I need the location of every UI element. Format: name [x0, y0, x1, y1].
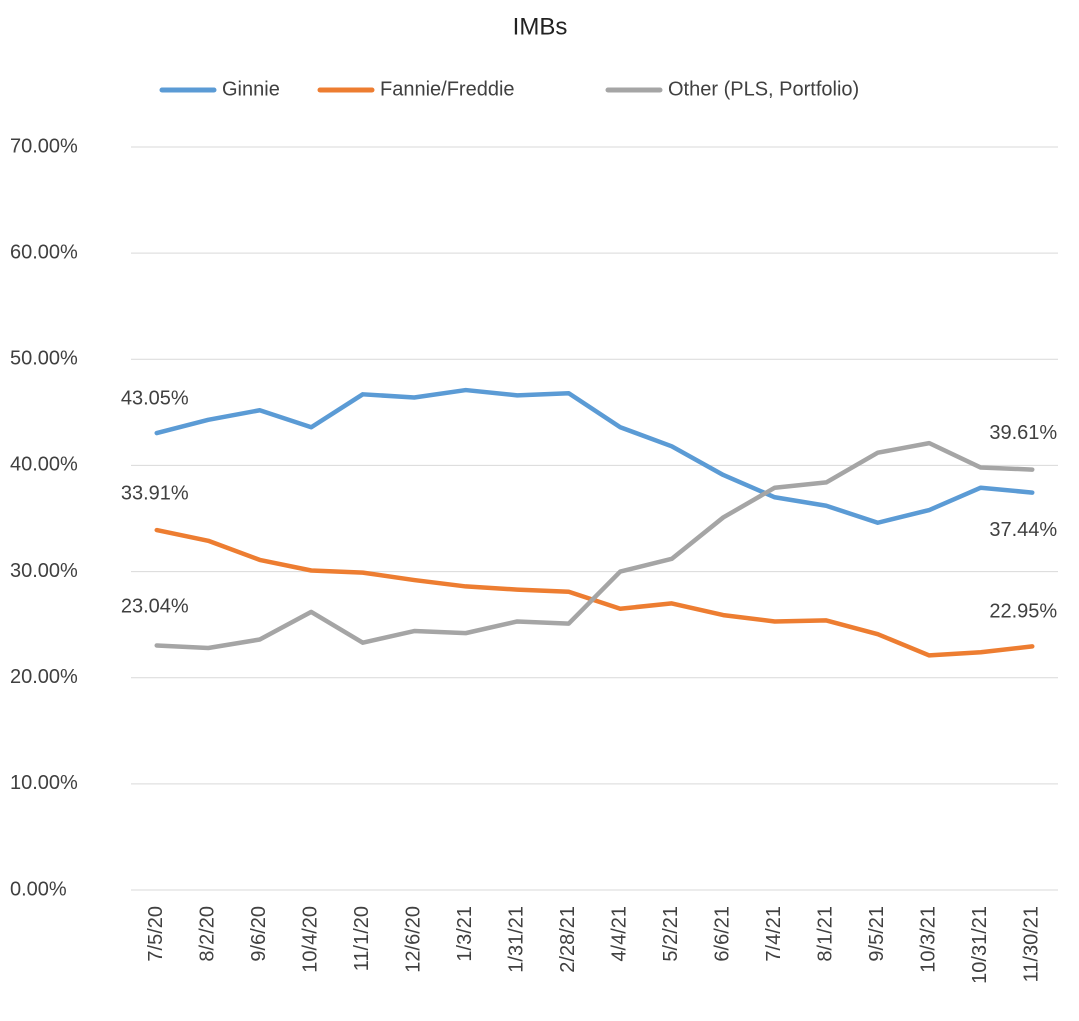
x-tick-label: 7/5/20 [145, 906, 167, 962]
x-tick-label: 1/3/21 [454, 906, 476, 962]
data-label: 23.04% [121, 596, 189, 618]
legend-label: Fannie/Freddie [380, 78, 515, 100]
chart-title: IMBs [513, 13, 568, 40]
x-tick-label: 7/4/21 [763, 906, 785, 962]
x-tick-label: 8/2/20 [197, 906, 219, 962]
x-tick-label: 11/1/20 [351, 906, 373, 971]
data-label: 37.44% [989, 519, 1057, 541]
y-tick-label: 20.00% [10, 666, 78, 688]
x-tick-label: 9/6/20 [248, 906, 270, 962]
x-tick-label: 12/6/20 [403, 906, 425, 973]
x-tick-label: 10/3/21 [918, 906, 940, 973]
x-tick-label: 5/2/21 [660, 906, 682, 962]
x-tick-label: 9/5/21 [866, 906, 888, 962]
data-label: 43.05% [121, 387, 189, 409]
x-tick-label: 4/4/21 [609, 906, 631, 962]
data-label: 39.61% [989, 422, 1057, 444]
y-tick-label: 30.00% [10, 560, 78, 582]
data-label: 33.91% [121, 482, 189, 504]
y-tick-label: 0.00% [10, 878, 67, 900]
y-tick-label: 50.00% [10, 348, 78, 370]
legend-label: Ginnie [222, 78, 280, 100]
y-tick-label: 60.00% [10, 241, 78, 263]
y-tick-label: 10.00% [10, 772, 78, 794]
x-tick-label: 8/1/21 [815, 906, 837, 962]
x-tick-label: 11/30/21 [1021, 906, 1043, 982]
x-tick-label: 6/6/21 [712, 906, 734, 962]
x-tick-label: 2/28/21 [557, 906, 579, 973]
series-line [154, 440, 1035, 651]
x-tick-label: 10/31/21 [969, 906, 991, 984]
x-tick-label: 10/4/20 [300, 906, 322, 973]
legend-label: Other (PLS, Portfolio) [668, 78, 859, 100]
x-tick-label: 1/31/21 [506, 906, 528, 973]
y-tick-label: 40.00% [10, 454, 78, 476]
data-label: 22.95% [989, 601, 1057, 623]
series-line [154, 387, 1035, 525]
y-tick-label: 70.00% [10, 135, 78, 157]
